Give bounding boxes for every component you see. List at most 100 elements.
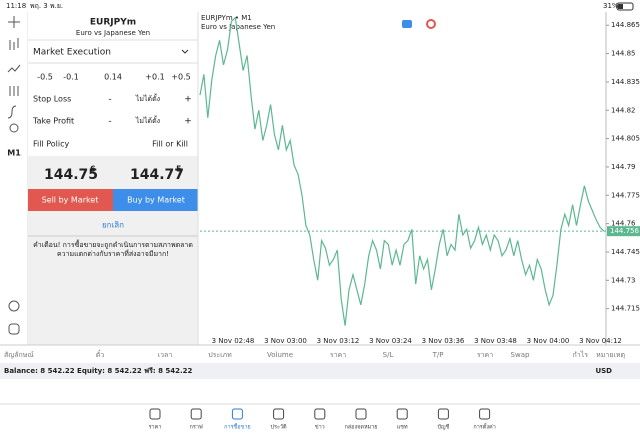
current-price-label: 144.756 xyxy=(610,227,639,235)
function-icon[interactable] xyxy=(7,105,17,119)
buy-label: Buy by Market xyxy=(127,196,185,205)
crosshair-icon[interactable] xyxy=(8,16,20,28)
nav-icon[interactable] xyxy=(479,408,491,420)
column-header[interactable]: Swap xyxy=(511,351,530,359)
currency: USD xyxy=(595,367,612,375)
nav-icon[interactable] xyxy=(314,408,326,420)
table-header: สัญลักษณ์ ตั๋ว เวลา ประเภท Volume ราคา S/L T/P ร… xyxy=(4,350,625,359)
cancel[interactable]: ยกเลิก xyxy=(102,221,124,230)
timeframe[interactable]: M1 xyxy=(7,149,21,158)
tp-label: Take Profit xyxy=(32,117,74,126)
y-tick-label: 144.82 xyxy=(611,106,636,114)
column-header[interactable]: ตั๋ว xyxy=(96,350,105,359)
nav-label[interactable]: ข่าว xyxy=(315,425,325,431)
chart-subtitle: Euro vs Japanese Yen xyxy=(201,23,275,31)
status-time: 11:18 xyxy=(6,2,26,10)
nav-icon[interactable] xyxy=(273,408,285,420)
x-tick-label: 3 Nov 04:12 xyxy=(579,337,622,345)
column-header[interactable]: ราคา xyxy=(477,351,493,359)
trade-icon[interactable] xyxy=(426,19,436,29)
nav-label[interactable]: กราฟ xyxy=(190,424,203,431)
bottom-nav: ราคา กราฟ การซื้อขาย ประวัติ ข่าว กล่องจดหมาย… xyxy=(149,408,496,431)
app-icon[interactable] xyxy=(8,323,20,335)
column-header[interactable]: Volume xyxy=(267,351,293,359)
ask-last: 5 xyxy=(176,165,182,174)
y-tick-label: 144.865 xyxy=(611,21,640,29)
buy-button[interactable] xyxy=(113,189,198,211)
volume-step[interactable]: +0.1 xyxy=(145,73,164,82)
volume-step[interactable]: -0.1 xyxy=(63,73,79,82)
nav-label[interactable]: กล่องจดหมาย xyxy=(344,425,377,431)
x-tick-label: 3 Nov 02:48 xyxy=(212,337,255,345)
status-battery: 31% xyxy=(603,2,619,10)
column-header[interactable]: ประเภท xyxy=(208,351,232,359)
x-tick-label: 3 Nov 03:24 xyxy=(369,337,412,345)
y-tick-label: 144.805 xyxy=(611,135,640,143)
y-tick-label: 144.715 xyxy=(611,305,640,313)
fill-value[interactable]: Fill or Kill xyxy=(152,140,188,149)
sl-minus[interactable]: - xyxy=(108,95,111,105)
ask-price: 144.77 xyxy=(130,167,184,183)
tp-value[interactable]: ไม่ได้ตั้ง xyxy=(135,114,160,125)
zoom-icon[interactable] xyxy=(8,300,20,312)
tp-minus[interactable]: - xyxy=(108,117,111,127)
column-header[interactable]: กำไร xyxy=(573,350,589,359)
volume-step[interactable]: +0.5 xyxy=(171,73,190,82)
nav-icon[interactable] xyxy=(437,408,449,420)
settings-icon[interactable] xyxy=(9,86,19,96)
column-header[interactable]: ราคา xyxy=(330,351,346,359)
nav-label[interactable]: ราคา xyxy=(149,425,162,431)
side-icons xyxy=(7,16,21,335)
execution[interactable]: Market Execution xyxy=(33,48,111,58)
sl-value[interactable]: ไม่ได้ตั้ง xyxy=(135,92,160,103)
volume[interactable]: 0.14 xyxy=(104,73,122,82)
warning: คำเตือน! การซื้อขายจะถูกดำเนินการตามสภาพ… xyxy=(33,238,193,249)
battery-level xyxy=(618,4,623,9)
nav-label[interactable]: บัญชี xyxy=(437,424,449,431)
nav-icon[interactable] xyxy=(190,408,202,420)
bid-price: 144.75 xyxy=(44,167,98,183)
sell-label: Sell by Market xyxy=(42,196,99,205)
x-tick-label: 3 Nov 03:12 xyxy=(317,337,360,345)
symbol-desc: Euro vs Japanese Yen xyxy=(76,29,150,37)
column-header[interactable]: หมายเหตุ xyxy=(596,351,625,359)
nav-icon[interactable] xyxy=(149,408,161,420)
trade-icon[interactable] xyxy=(402,20,412,28)
plot: 144.865 144.85 144.835 144.82 144.805 144.79 1… xyxy=(199,16,640,345)
y-tick-label: 144.835 xyxy=(611,78,640,86)
nav-icon[interactable] xyxy=(396,408,408,420)
nav-icon[interactable] xyxy=(355,408,367,420)
warning: ความแตกต่างกับราคาที่ส่งอาจมีมาก! xyxy=(57,249,169,258)
sl-plus[interactable]: + xyxy=(184,95,192,105)
nav-label[interactable]: การซื้อขาย xyxy=(224,423,250,431)
candles-icon[interactable] xyxy=(9,38,19,50)
nav-label[interactable]: แชท xyxy=(397,424,408,431)
current-price-box xyxy=(607,226,640,237)
price-area xyxy=(28,156,198,345)
y-tick-label: 144.85 xyxy=(611,50,636,58)
x-tick-label: 3 Nov 03:48 xyxy=(474,337,517,345)
column-header[interactable]: T/P xyxy=(432,351,444,359)
nav-icon[interactable] xyxy=(231,408,243,420)
sl-label: Stop Loss xyxy=(33,95,71,104)
balance: Balance: 8 542.22 Equity: 8 542.22 ฟรี: … xyxy=(4,367,193,375)
column-header[interactable]: เวลา xyxy=(158,351,173,359)
column-header[interactable]: สัญลักษณ์ xyxy=(4,351,34,359)
nav-label[interactable]: การตั้งค่า xyxy=(473,423,495,431)
indicator-icon[interactable] xyxy=(7,64,21,73)
x-tick-label: 3 Nov 04:00 xyxy=(527,337,570,345)
nav-label[interactable]: ประวัติ xyxy=(271,424,287,431)
battery-icon xyxy=(616,2,634,11)
objects-icon[interactable] xyxy=(9,123,19,133)
y-tick-label: 144.79 xyxy=(611,163,636,171)
balance-bar xyxy=(0,363,640,379)
column-header[interactable]: S/L xyxy=(383,351,394,359)
price-line xyxy=(199,16,605,326)
x-tick-label: 3 Nov 03:36 xyxy=(422,337,465,345)
volume-step[interactable]: -0.5 xyxy=(37,73,53,82)
tp-plus[interactable]: + xyxy=(184,117,192,127)
sell-button[interactable] xyxy=(28,189,113,211)
symbol[interactable]: EURJPYm xyxy=(90,18,136,28)
y-tick-label: 144.745 xyxy=(611,248,640,256)
